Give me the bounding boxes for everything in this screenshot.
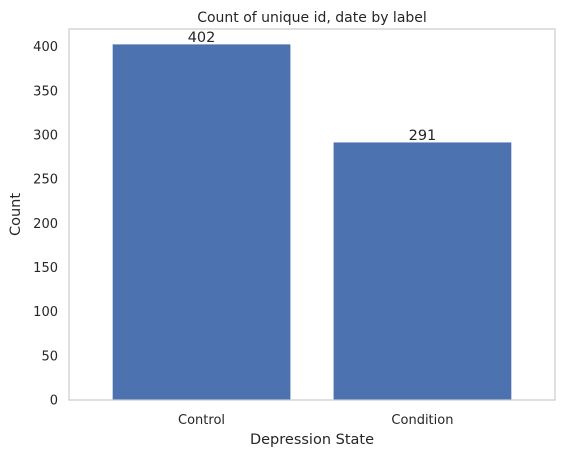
bars-group: [112, 44, 512, 401]
data-label-control: 402: [188, 30, 216, 46]
x-axis-ticks: Control Condition: [178, 413, 453, 428]
y-tick-label: 200: [33, 217, 58, 232]
y-tick-label: 150: [33, 261, 58, 276]
bar-condition: [333, 142, 512, 401]
y-tick-label: 250: [33, 173, 58, 188]
data-labels-group: 402 291: [188, 30, 437, 144]
y-tick-label: 50: [41, 349, 58, 364]
x-tick-label: Control: [178, 413, 225, 428]
y-tick-label: 300: [33, 129, 58, 144]
y-tick-label: 350: [33, 84, 58, 99]
data-label-condition: 291: [409, 128, 437, 144]
plot-frame: [68, 28, 556, 401]
y-tick-label: 0: [50, 394, 58, 409]
x-tick-label: Condition: [391, 413, 453, 428]
chart-title: Count of unique id, date by label: [197, 10, 427, 26]
bar-control: [112, 44, 291, 401]
y-tick-label: 400: [33, 40, 58, 55]
y-axis-title: Count: [8, 193, 24, 236]
y-tick-label: 100: [33, 305, 58, 320]
x-axis-title: Depression State: [250, 432, 374, 448]
y-axis-ticks: 0 50 100 150 200 250 300 350 400: [33, 40, 58, 408]
